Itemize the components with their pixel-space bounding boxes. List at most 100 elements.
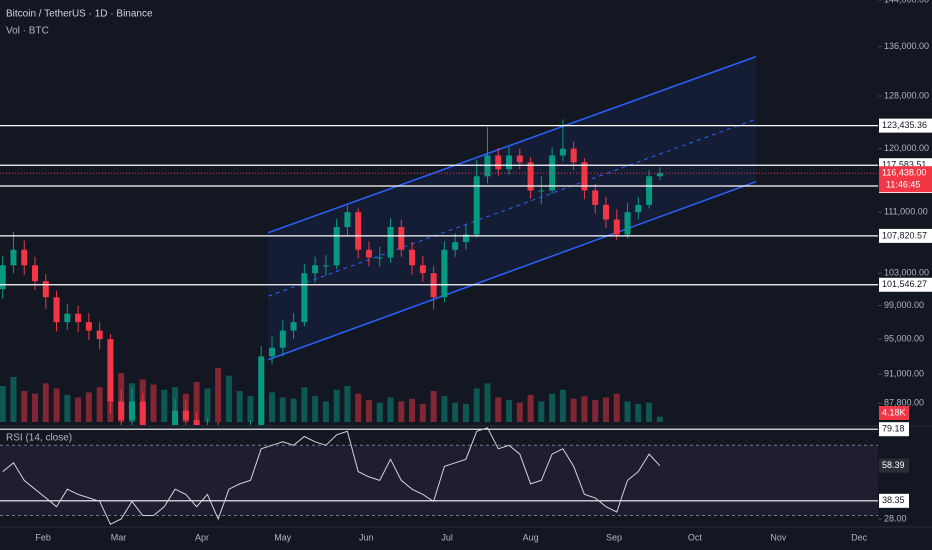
volume-bar — [32, 393, 39, 422]
candle-body — [581, 162, 588, 191]
y-tick-label: 87,800.00 — [884, 398, 924, 408]
candle-body — [376, 257, 383, 259]
candle-body — [193, 420, 200, 425]
candle-body — [473, 176, 480, 235]
rsi-last-label: 58.39 — [882, 460, 905, 470]
candle-body — [452, 242, 459, 250]
volume-bar — [409, 398, 416, 422]
volume-bar — [193, 382, 200, 422]
candle-body — [118, 401, 125, 421]
volume-bar — [549, 393, 556, 422]
volume-bar — [0, 385, 6, 422]
candle-body — [538, 190, 545, 192]
rsi-level-bg — [879, 422, 909, 437]
candle-body — [344, 212, 351, 228]
volume-bar — [96, 387, 103, 422]
volume-bar — [247, 396, 254, 422]
candle-body — [602, 204, 609, 220]
volume-bar — [613, 393, 620, 422]
volume-bar — [624, 401, 631, 422]
price-axis-panel — [878, 0, 932, 550]
volume-bar — [452, 402, 459, 422]
candle-body — [441, 249, 448, 298]
candle-body — [269, 347, 276, 357]
volume-bar — [441, 396, 448, 422]
volume-bar — [570, 398, 577, 422]
volume-bar — [53, 388, 60, 422]
volume-bar — [215, 367, 222, 422]
volume-bar — [387, 397, 394, 422]
level-label: 107,820.57 — [882, 230, 927, 240]
candle-body — [85, 322, 92, 331]
volume-bar — [236, 391, 243, 422]
volume-bar — [581, 396, 588, 422]
candle-body — [182, 410, 189, 421]
y-tick-label: 136,000.00 — [884, 41, 929, 51]
volume-bar — [75, 397, 82, 422]
volume-bar — [42, 383, 49, 422]
level-label: 123,435.36 — [882, 120, 927, 130]
rsi-last-bg — [879, 458, 909, 473]
volume-bar — [462, 403, 469, 422]
y-tick-label: 99,000.00 — [884, 300, 924, 310]
x-tick-label: Jun — [359, 532, 374, 542]
volume-bar — [506, 400, 513, 422]
candle-body — [624, 212, 631, 235]
rsi-line — [2, 427, 661, 525]
volume-bar — [21, 391, 28, 422]
volume-bar — [602, 397, 609, 422]
candle-body — [333, 227, 340, 266]
volume-bar — [430, 391, 437, 422]
candle-body — [613, 219, 620, 235]
candle-body — [139, 401, 146, 425]
candle-body — [42, 281, 49, 298]
candle-body — [355, 212, 362, 250]
candle-body — [506, 155, 513, 170]
rsi-level-label: 38.35 — [882, 495, 905, 505]
x-tick-label: Feb — [35, 532, 51, 542]
chart-title: Bitcoin / TetherUS · 1D · Binance — [6, 9, 153, 20]
y-tick-label: 103,000.00 — [884, 268, 929, 278]
volume-bar — [150, 384, 157, 422]
candle-body — [21, 249, 28, 266]
volume-bar — [635, 403, 642, 422]
x-tick-label: Nov — [770, 532, 787, 542]
candle-body — [64, 313, 71, 323]
candle-body — [279, 330, 286, 348]
candle-body — [32, 265, 39, 282]
channel-mid — [268, 118, 757, 297]
volume-bar — [538, 401, 545, 422]
candle-body — [10, 249, 17, 266]
level-label-bg — [879, 277, 932, 292]
rsi-title: RSI (14, close) — [6, 433, 72, 444]
candle-body — [516, 155, 523, 163]
candle-body — [592, 190, 599, 205]
volume-bar — [344, 385, 351, 422]
volume-bar — [161, 389, 168, 422]
x-tick-label: Aug — [523, 532, 539, 542]
channel-lower — [267, 181, 757, 361]
y-tick-label: 120,000.00 — [884, 143, 929, 153]
candle-body — [75, 313, 82, 323]
candle-body — [96, 330, 103, 340]
volume-bar — [10, 376, 17, 422]
candle-body — [0, 265, 6, 290]
volume-last-bg — [879, 406, 909, 420]
channel-upper — [267, 55, 757, 234]
candle-body — [301, 273, 308, 323]
x-tick-label: Oct — [688, 532, 703, 542]
rsi-level-label: 79.18 — [882, 424, 905, 434]
volume-bar — [592, 400, 599, 422]
price-pane — [0, 55, 757, 425]
candle-body — [53, 297, 60, 323]
level-label: 117,583.51 — [882, 160, 926, 170]
volume-bar — [279, 397, 286, 422]
last-price-bg — [879, 166, 932, 193]
level-label: 101,546.27 — [882, 279, 927, 289]
y-tick-label: 128,000.00 — [884, 90, 929, 100]
candle-body — [462, 234, 469, 243]
volume-bar — [516, 402, 523, 422]
volume-bar — [355, 393, 362, 422]
volume-bar — [204, 388, 211, 422]
